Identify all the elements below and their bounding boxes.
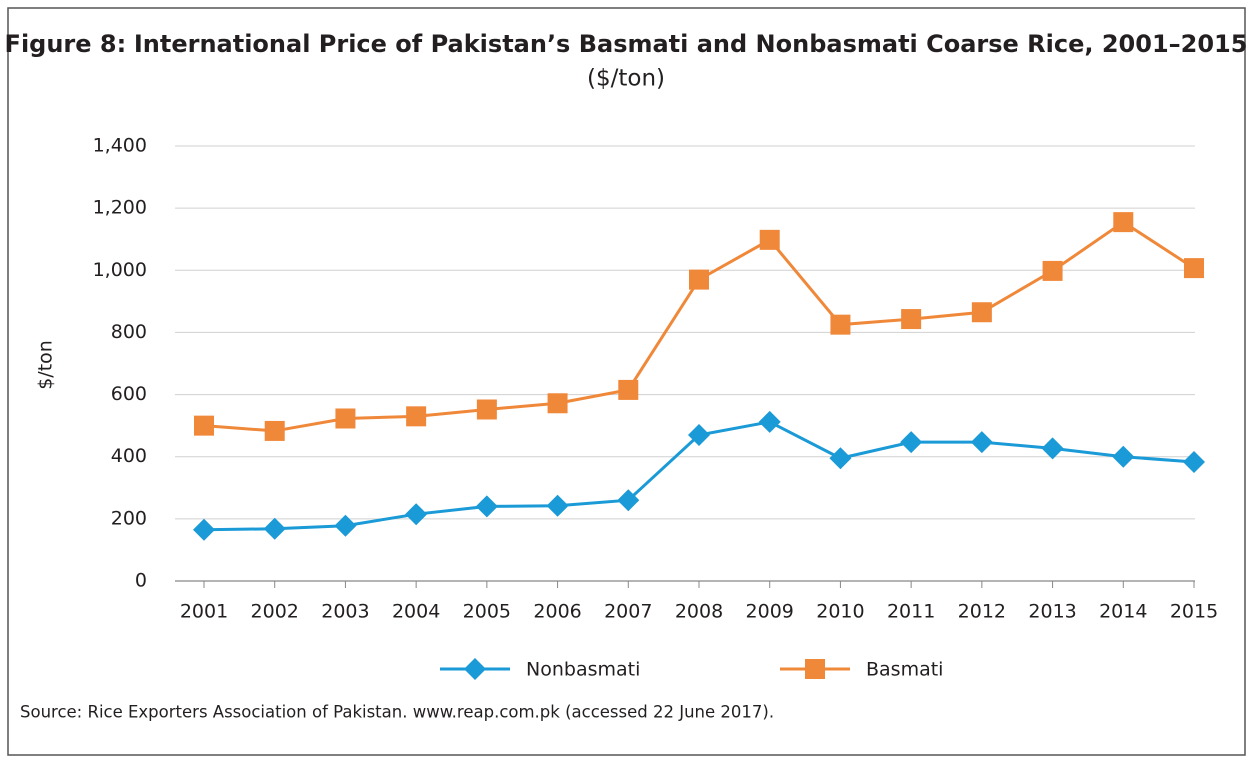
- data-point: [1183, 450, 1205, 473]
- x-tick-label: 2003: [321, 601, 369, 623]
- x-tick-label: 2010: [816, 601, 864, 623]
- chart-subtitle: ($/ton): [587, 66, 665, 92]
- data-point: [547, 393, 568, 414]
- x-tick-label: 2002: [251, 601, 299, 623]
- data-point: [971, 302, 992, 323]
- legend-label: Basmati: [866, 659, 943, 681]
- x-tick-label: 2005: [463, 601, 511, 623]
- data-point: [193, 518, 215, 541]
- data-point: [476, 399, 497, 420]
- legend-label: Nonbasmati: [526, 659, 640, 681]
- x-tick-label: 2001: [180, 601, 228, 623]
- y-tick-label: 0: [135, 570, 147, 592]
- y-axis-label: $/ton: [35, 340, 57, 390]
- frame: [7, 7, 1246, 756]
- data-point: [618, 379, 639, 400]
- x-tick-label: 2015: [1170, 601, 1218, 623]
- data-point: [1113, 212, 1134, 233]
- data-point: [194, 415, 214, 436]
- data-point: [263, 517, 286, 540]
- series-line: [203, 220, 1195, 433]
- data-point: [334, 514, 357, 537]
- y-tick-label: 600: [111, 383, 147, 405]
- data-point: [1112, 445, 1135, 468]
- data-point: [335, 408, 356, 429]
- data-point: [406, 406, 427, 427]
- data-point: [688, 423, 710, 446]
- y-tick-label: 1,200: [93, 197, 147, 219]
- y-tick-label: 1,000: [93, 259, 147, 281]
- x-tick-label: 2004: [392, 601, 440, 623]
- chart-title: Figure 8: International Price of Pakista…: [5, 30, 1248, 58]
- data-point: [900, 431, 923, 454]
- x-tick-label: 2013: [1028, 601, 1076, 623]
- x-tick-label: 2012: [958, 601, 1006, 623]
- data-point: [1041, 437, 1064, 460]
- data-point: [1184, 258, 1204, 279]
- data-point: [689, 269, 709, 290]
- x-tick-label: 2011: [887, 601, 935, 623]
- x-tick-label: 2009: [746, 601, 794, 623]
- data-point: [901, 309, 922, 330]
- data-point: [1042, 260, 1063, 281]
- data-point: [405, 503, 428, 526]
- data-point: [475, 495, 498, 518]
- y-tick-label: 800: [111, 321, 147, 343]
- data-point: [617, 489, 640, 512]
- x-tick-label: 2006: [533, 601, 581, 623]
- title-text: International Price of Pakistan’s Basmat…: [134, 30, 1248, 58]
- figure-label: Figure 8:: [5, 30, 127, 58]
- y-tick-label: 200: [111, 507, 147, 529]
- data-point: [970, 431, 993, 454]
- data-point: [758, 410, 781, 433]
- x-tick-label: 2014: [1099, 601, 1147, 623]
- x-tick-label: 2008: [675, 601, 723, 623]
- legend-marker: [805, 659, 825, 679]
- source-note: Source: Rice Exporters Association of Pa…: [20, 703, 774, 722]
- x-tick-label: 2007: [604, 601, 652, 623]
- data-point: [829, 447, 852, 470]
- data-point: [830, 314, 851, 335]
- y-tick-label: 400: [111, 445, 147, 467]
- data-point: [759, 229, 780, 250]
- legend-marker: [464, 658, 486, 680]
- data-point: [546, 494, 569, 517]
- y-tick-label: 1,400: [93, 135, 147, 157]
- data-point: [264, 420, 285, 441]
